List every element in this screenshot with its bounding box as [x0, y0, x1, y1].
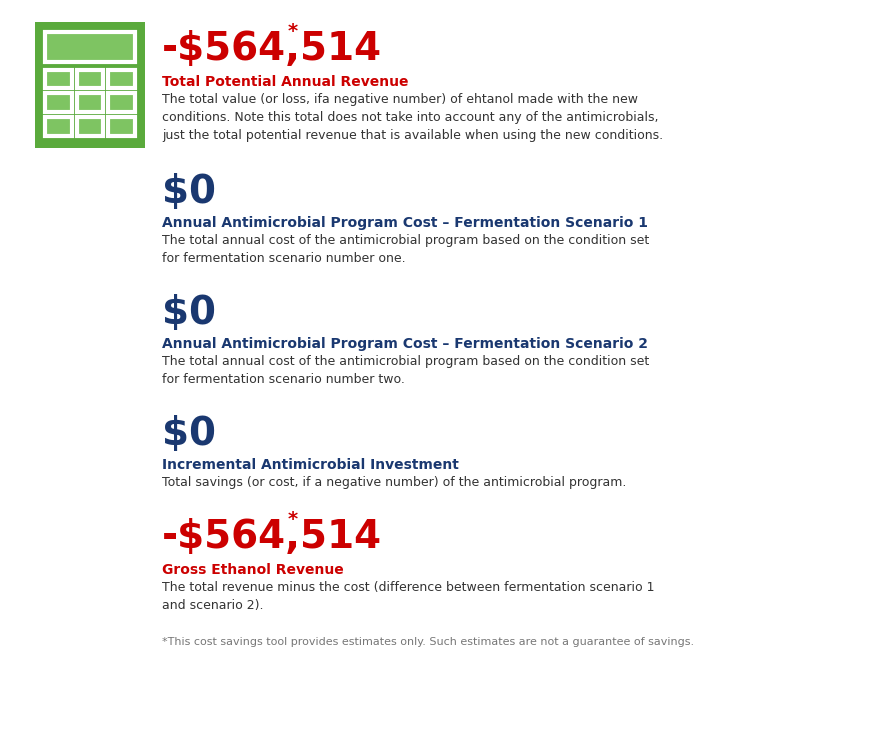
- Text: Annual Antimicrobial Program Cost – Fermentation Scenario 2: Annual Antimicrobial Program Cost – Ferm…: [162, 337, 648, 351]
- Text: The total annual cost of the antimicrobial program based on the condition set
fo: The total annual cost of the antimicrobi…: [162, 355, 650, 386]
- Bar: [45, 117, 72, 136]
- Text: $0: $0: [162, 415, 216, 453]
- Bar: [77, 93, 103, 112]
- Text: Gross Ethanol Revenue: Gross Ethanol Revenue: [162, 563, 344, 577]
- Text: -$564,514: -$564,514: [162, 30, 382, 68]
- Text: The total revenue minus the cost (difference between fermentation scenario 1
and: The total revenue minus the cost (differ…: [162, 581, 654, 612]
- Bar: [45, 93, 72, 112]
- Bar: [77, 117, 103, 136]
- Text: Total Potential Annual Revenue: Total Potential Annual Revenue: [162, 75, 409, 89]
- Text: $0: $0: [162, 173, 216, 211]
- Bar: [77, 70, 103, 88]
- Bar: [35, 22, 145, 148]
- Bar: [45, 70, 72, 88]
- Text: The total value (or loss, ifa negative number) of ehtanol made with the new
cond: The total value (or loss, ifa negative n…: [162, 93, 663, 142]
- Text: Annual Antimicrobial Program Cost – Fermentation Scenario 1: Annual Antimicrobial Program Cost – Ferm…: [162, 216, 648, 230]
- Text: Total savings (or cost, if a negative number) of the antimicrobial program.: Total savings (or cost, if a negative nu…: [162, 476, 626, 489]
- Bar: [108, 70, 135, 88]
- Bar: [45, 32, 135, 62]
- Text: -$564,514: -$564,514: [162, 518, 382, 556]
- Text: *: *: [288, 510, 298, 528]
- Text: *This cost savings tool provides estimates only. Such estimates are not a guaran: *This cost savings tool provides estimat…: [162, 637, 694, 647]
- Text: Incremental Antimicrobial Investment: Incremental Antimicrobial Investment: [162, 458, 459, 472]
- Text: The total annual cost of the antimicrobial program based on the condition set
fo: The total annual cost of the antimicrobi…: [162, 234, 650, 265]
- Bar: [108, 117, 135, 136]
- Text: $0: $0: [162, 294, 216, 332]
- Bar: [108, 93, 135, 112]
- Text: *: *: [288, 21, 298, 41]
